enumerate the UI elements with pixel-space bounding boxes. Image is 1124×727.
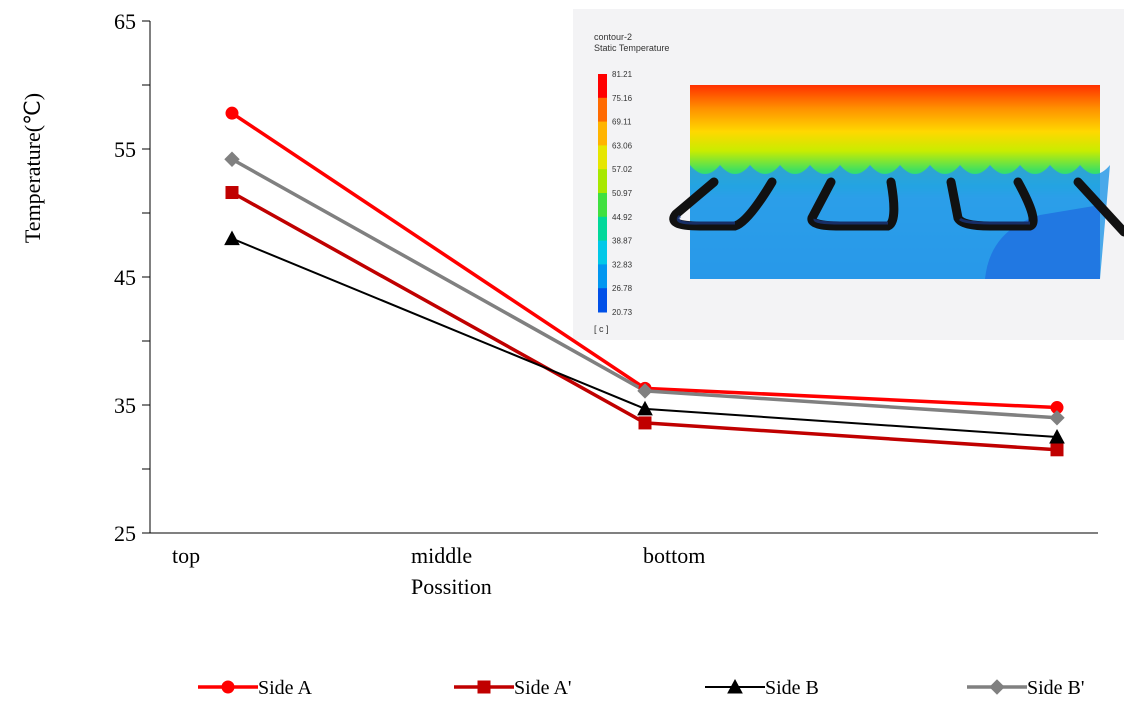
colorbar-label: 69.11 [612,118,632,127]
legend-label: Side A' [514,677,572,699]
colorbar-label: 81.21 [612,70,633,79]
x-tick-label: middle [411,543,472,568]
colorbar-label: 26.78 [612,284,633,293]
inset-cold-region [985,205,1100,279]
data-point [477,680,491,694]
colorbar-segment [598,145,607,170]
data-point [638,416,652,430]
colorbar-segment [598,97,607,123]
data-point [989,679,1005,695]
contour-inset: contour-2 Static Temperature 81.21 75.16 6… [573,9,1124,340]
colorbar-segment [598,216,607,242]
inset-subtitle: Static Temperature [594,43,669,53]
colorbar-label: 57.02 [612,165,633,174]
colorbar-segment [598,264,607,289]
colorbar-label: 63.06 [612,141,633,150]
x-tick-label: bottom [643,543,705,568]
y-tick-label: 35 [114,393,136,418]
legend: Side A Side A' Side B Side B' [198,677,1085,699]
data-point [221,680,235,694]
legend-label: Side B' [1027,677,1085,699]
x-axis-title: Possition [411,574,492,599]
data-point [1050,443,1064,457]
y-tick-label: 25 [114,521,136,546]
colorbar-segment [598,240,607,265]
y-tick-label: 45 [114,265,136,290]
data-point [224,230,240,246]
data-point [225,186,239,200]
x-axis-ticks: top middle bottom [172,543,705,568]
colorbar-label: 44.92 [612,213,633,222]
inset-title: contour-2 [594,32,632,42]
x-tick-label: top [172,543,200,568]
colorbar-segment [598,74,607,99]
legend-label: Side A [258,677,312,699]
colorbar-segment [598,193,607,218]
colorbar-segment [598,288,607,313]
data-point [637,383,653,399]
data-point [1049,428,1065,444]
inset-unit: [ c ] [594,324,609,334]
data-point [727,678,743,694]
data-point [224,151,240,167]
colorbar-segment [598,169,607,194]
inset-colorbar: 81.21 75.16 69.11 63.06 57.02 50.97 44.92 38.87… [598,70,633,317]
y-tick-label: 65 [114,9,136,34]
colorbar-label: 20.73 [612,308,633,317]
colorbar-label: 75.16 [612,94,633,103]
data-point [1049,410,1065,426]
colorbar-label: 50.97 [612,189,633,198]
colorbar-label: 32.83 [612,260,633,269]
colorbar-segment [598,121,607,146]
data-point [637,400,653,416]
inset-tube-highlights [676,214,1030,225]
y-axis-ticks: 25 35 45 55 65 [114,9,150,546]
legend-label: Side B [765,677,819,699]
y-tick-label: 55 [114,137,136,162]
colorbar-label: 38.87 [612,237,633,246]
y-axis-title: Temperature(℃) [20,93,45,243]
series-markers [224,106,1065,457]
data-point [225,106,239,120]
